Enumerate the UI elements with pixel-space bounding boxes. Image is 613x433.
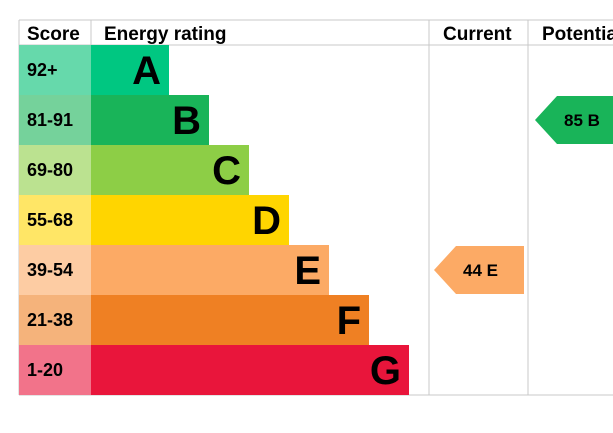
header-potential: Potential: [542, 24, 613, 45]
band-row-b: 81-91 B: [19, 95, 209, 145]
band-letter: C: [212, 149, 241, 193]
band-bar: [91, 345, 409, 395]
band-bar: [91, 195, 289, 245]
band-rows: 92+ A 81-91 B 69-80 C 55-68 D 39-54 E 21-38 F 1-20 G: [19, 45, 409, 395]
band-letter: F: [337, 299, 361, 343]
score-cell: [19, 45, 91, 95]
score-cell: [19, 295, 91, 345]
band-letter: E: [294, 249, 321, 293]
rating-arrows: 44 E 85 B: [434, 96, 613, 294]
table-headers: Score Energy rating Current Potential: [27, 24, 613, 45]
band-row-f: 21-38 F: [19, 295, 369, 345]
score-range-label: 21-38: [27, 310, 73, 330]
current-rating-arrow-shape: [434, 246, 524, 294]
score-range-label: 92+: [27, 60, 58, 80]
band-bar: [91, 145, 249, 195]
header-energy-rating: Energy rating: [104, 24, 226, 45]
score-cell: [19, 345, 91, 395]
band-row-e: 39-54 E: [19, 245, 329, 295]
score-range-label: 39-54: [27, 260, 73, 280]
band-letter: G: [370, 349, 401, 393]
score-cell: [19, 145, 91, 195]
potential-rating-arrow-label: 85 B: [564, 111, 600, 130]
band-row-g: 1-20 G: [19, 345, 409, 395]
current-rating-arrow: 44 E: [434, 246, 524, 294]
band-row-a: 92+ A: [19, 45, 169, 95]
score-range-label: 55-68: [27, 210, 73, 230]
header-score: Score: [27, 24, 80, 45]
band-row-d: 55-68 D: [19, 195, 289, 245]
band-bar: [91, 245, 329, 295]
potential-rating-arrow: 85 B: [535, 96, 613, 144]
score-range-label: 81-91: [27, 110, 73, 130]
band-letter: B: [172, 99, 201, 143]
band-bar: [91, 45, 169, 95]
band-row-c: 69-80 C: [19, 145, 249, 195]
score-cell: [19, 195, 91, 245]
score-cell: [19, 245, 91, 295]
band-bar: [91, 95, 209, 145]
header-current: Current: [443, 24, 512, 45]
band-bar: [91, 295, 369, 345]
current-rating-arrow-label: 44 E: [463, 261, 498, 280]
score-range-label: 69-80: [27, 160, 73, 180]
band-letter: A: [132, 49, 161, 93]
band-letter: D: [252, 199, 281, 243]
potential-rating-arrow-shape: [535, 96, 613, 144]
score-cell: [19, 95, 91, 145]
score-range-label: 1-20: [27, 360, 63, 380]
